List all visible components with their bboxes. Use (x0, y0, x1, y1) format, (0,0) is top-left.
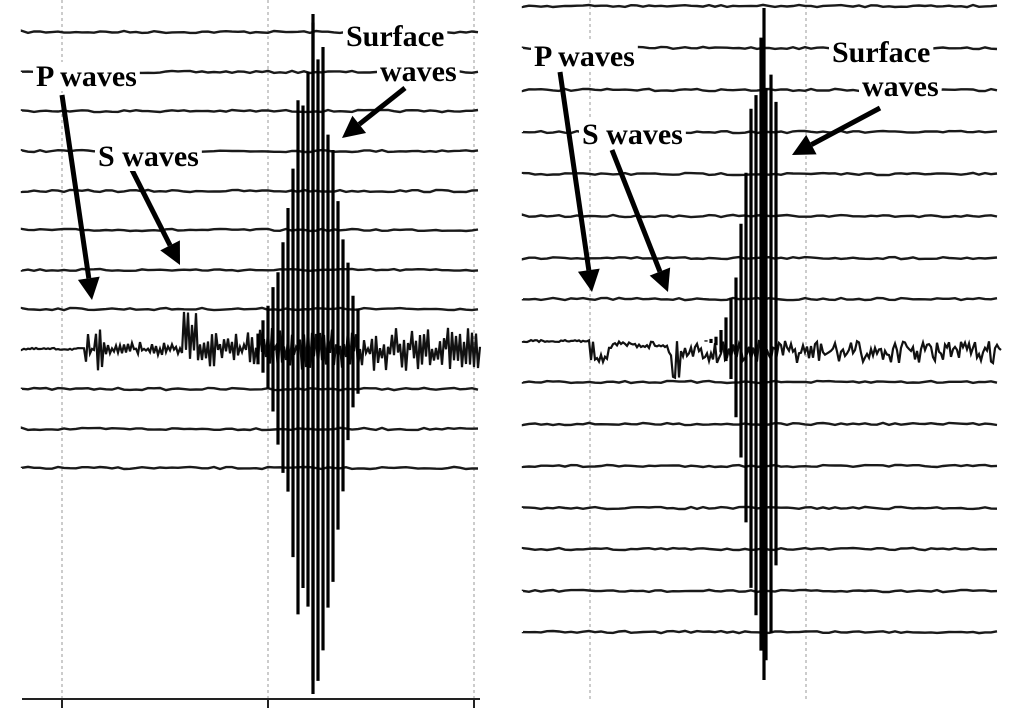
left-p-waves-label: P waves (36, 60, 137, 93)
label-background (33, 62, 140, 91)
right-surface-label-line1: Surface (832, 36, 930, 69)
trace-line (20, 426, 479, 432)
label-background (859, 72, 942, 101)
right-surface-label-line2: waves (862, 70, 939, 103)
trace-line (20, 306, 479, 312)
arrowhead-icon (649, 267, 671, 292)
s-waves-arrow (609, 149, 663, 273)
trace-line (20, 465, 479, 471)
trace-line (20, 188, 479, 194)
wave-labels: P waves S waves Surface waves P waves S … (33, 20, 942, 173)
label-background (377, 57, 460, 86)
surface-waves-arrow (810, 105, 882, 147)
arrowhead-icon (342, 115, 367, 138)
trace-line (521, 629, 998, 635)
seismic-signal (20, 311, 482, 371)
arrowhead-icon (160, 240, 180, 265)
trace-line (521, 3, 998, 9)
p-waves-arrow (59, 94, 92, 279)
right-p-waves-label: P waves (534, 40, 635, 73)
trace-line (20, 108, 479, 114)
label-background (531, 42, 638, 71)
trace-line (20, 148, 479, 154)
arrowhead-icon (77, 276, 100, 300)
right-seismogram-panel (521, 0, 1002, 702)
s-waves-arrow (129, 168, 173, 247)
arrowhead-icon (577, 268, 600, 292)
left-surface-label-line2: waves (380, 55, 457, 88)
surface-waves-arrow (357, 86, 407, 127)
label-background (829, 38, 934, 67)
label-background (343, 22, 448, 51)
left-s-waves-label: S waves (98, 140, 199, 173)
right-s-waves-label: S waves (582, 118, 683, 151)
left-seismogram-panel (20, 0, 482, 708)
label-background (579, 120, 686, 149)
left-surface-label-line1: Surface (346, 20, 444, 53)
arrowhead-icon (792, 134, 817, 155)
trace-line (20, 267, 479, 273)
label-background (95, 142, 202, 171)
trace-line (20, 227, 479, 233)
p-waves-arrow (557, 71, 592, 271)
trace-line (20, 386, 479, 392)
